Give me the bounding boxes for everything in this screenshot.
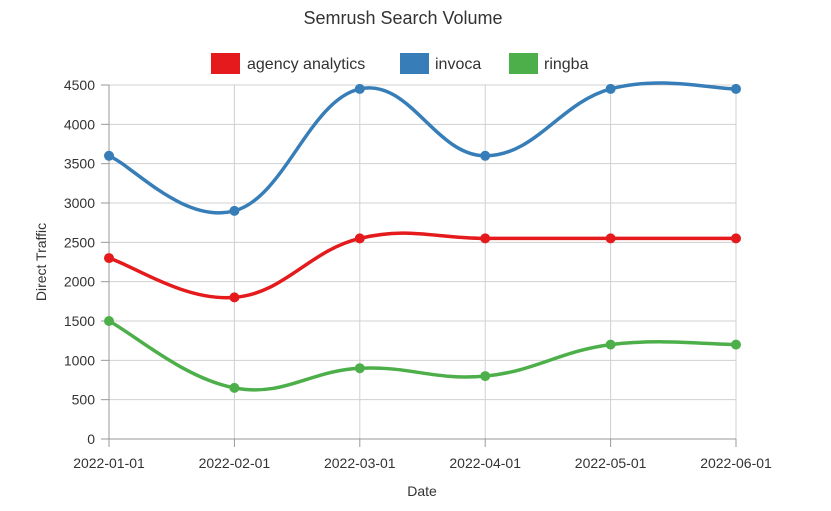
x-axis-label: Date	[407, 483, 437, 499]
data-point-invoca	[480, 150, 491, 161]
series-line-agency-analytics	[108, 231, 736, 300]
legend-swatch-ringba	[509, 53, 538, 74]
x-tick-label: 2022-03-01	[324, 455, 396, 471]
data-point-ringba	[354, 363, 365, 374]
y-tick-label: 2500	[64, 234, 95, 250]
legend-label-invoca: invoca	[435, 56, 481, 73]
x-tick-label: 2022-05-01	[575, 455, 647, 471]
legend: agency analytics invoca ringba	[211, 53, 589, 74]
y-tick-label: 4500	[64, 77, 95, 93]
x-tick-label: 2022-04-01	[449, 455, 521, 471]
data-point-agency-analytics	[731, 233, 741, 244]
data-point-agency-analytics	[229, 292, 240, 303]
y-tick-label: 1500	[64, 313, 95, 329]
data-point-invoca	[229, 205, 240, 216]
y-tick-label: 2000	[64, 274, 95, 290]
legend-swatch-invoca	[400, 53, 429, 74]
grid-lines	[108, 84, 737, 440]
data-point-invoca	[731, 83, 741, 94]
series-group	[104, 81, 741, 393]
y-tick-label: 0	[87, 431, 95, 447]
data-point-ringba	[104, 316, 114, 326]
y-tick-label: 3000	[64, 195, 95, 211]
x-tick-label: 2022-02-01	[199, 455, 271, 471]
data-point-invoca	[354, 83, 365, 94]
y-tick-label: 4000	[64, 116, 95, 132]
y-tick-label: 500	[72, 392, 96, 408]
data-point-invoca	[104, 150, 114, 161]
data-point-agency-analytics	[605, 233, 616, 244]
y-tick-label: 1000	[64, 352, 95, 368]
series-line-ringba	[108, 319, 737, 392]
data-point-agency-analytics	[480, 233, 491, 244]
y-tick-label: 3500	[64, 156, 95, 172]
data-point-ringba	[731, 339, 741, 350]
series-line-invoca	[108, 81, 737, 215]
data-point-ringba	[229, 382, 240, 393]
x-tick-label: 2022-06-01	[700, 455, 772, 471]
data-point-agency-analytics	[104, 253, 114, 264]
legend-label-ringba: ringba	[544, 56, 589, 73]
data-point-ringba	[480, 371, 491, 382]
y-axis: 0 500 1000 1500 2000 2500 3000 3500 4000 4500	[64, 77, 110, 447]
chart-title: Semrush Search Volume	[303, 8, 502, 28]
y-axis-label: Direct Traffic	[33, 223, 49, 301]
legend-swatch-agency-analytics	[211, 53, 240, 74]
data-point-agency-analytics	[354, 233, 365, 244]
data-point-ringba	[605, 339, 616, 350]
legend-label-agency-analytics: agency analytics	[247, 56, 365, 73]
data-point-invoca	[605, 83, 616, 94]
x-tick-label: 2022-01-01	[73, 455, 145, 471]
x-axis: 2022-01-01 2022-02-01 2022-03-01 2022-04-01…	[73, 438, 772, 471]
